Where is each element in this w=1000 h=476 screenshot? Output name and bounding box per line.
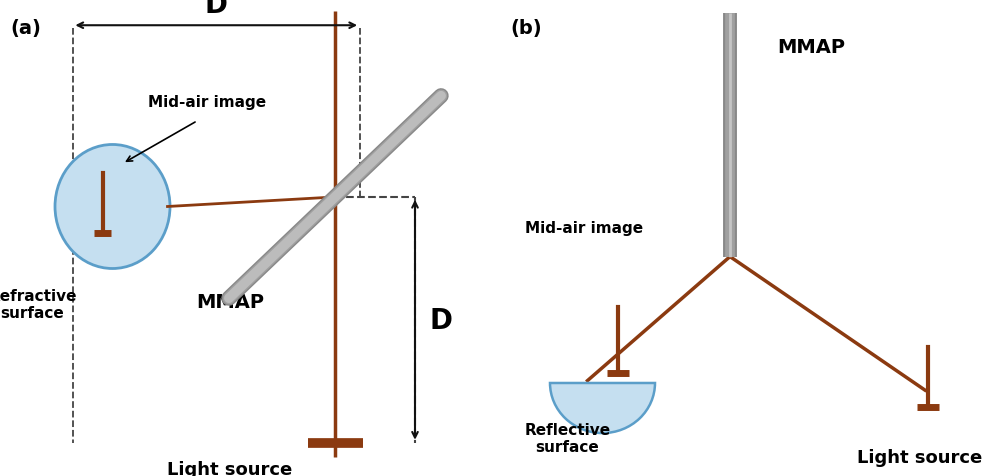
Wedge shape: [550, 383, 655, 433]
Text: (b): (b): [510, 19, 542, 38]
Text: D: D: [430, 306, 453, 334]
Text: Reflective
surface: Reflective surface: [524, 422, 611, 454]
Text: Mid-air image: Mid-air image: [525, 221, 643, 236]
Text: MMAP: MMAP: [196, 293, 264, 312]
Ellipse shape: [55, 145, 170, 269]
Text: D: D: [205, 0, 228, 19]
Text: (a): (a): [10, 19, 41, 38]
Text: Refractive
surface: Refractive surface: [0, 288, 77, 321]
Text: MMAP: MMAP: [778, 38, 846, 57]
Text: Mid-air image: Mid-air image: [148, 95, 267, 110]
Text: Light source: Light source: [167, 460, 293, 476]
Text: Light source: Light source: [857, 448, 983, 466]
